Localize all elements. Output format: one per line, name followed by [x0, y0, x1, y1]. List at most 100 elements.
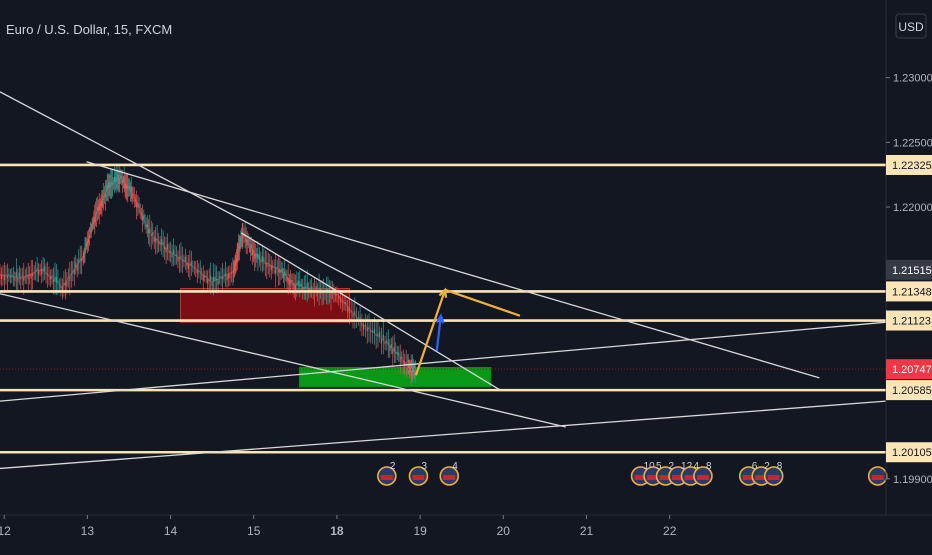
candle-body: [100, 202, 102, 207]
candle-body: [224, 273, 227, 276]
candle-body: [341, 300, 343, 303]
candle-body: [95, 213, 97, 215]
candle-body: [339, 297, 342, 303]
candle-body: [269, 264, 271, 267]
y-tick-label: 1.22500: [893, 137, 932, 149]
candle-body: [0, 274, 1, 276]
candle-body: [215, 279, 218, 281]
price-tag-bg: [886, 154, 932, 175]
projection-arrow[interactable]: [414, 289, 447, 376]
currency-button-frame[interactable]: [895, 13, 927, 39]
candle-body: [285, 274, 287, 276]
event-flag-stripe: [443, 475, 456, 480]
candle-body: [273, 266, 275, 268]
candle-body: [187, 263, 189, 269]
candle-body: [380, 338, 383, 344]
candle-body: [109, 186, 111, 188]
candle-body: [14, 277, 16, 281]
candle-body: [190, 261, 192, 266]
projection-arrow[interactable]: [435, 315, 443, 351]
candle-body: [221, 276, 224, 280]
trend-line[interactable]: [0, 321, 887, 402]
candle-body: [309, 287, 311, 290]
candle-body: [91, 224, 93, 226]
candle-body: [257, 253, 259, 259]
candle-body: [162, 242, 164, 246]
event-count-label: 4: [452, 461, 458, 472]
candle-body: [370, 330, 372, 333]
candle-body: [237, 252, 239, 254]
candle-body: [27, 274, 29, 280]
candle-body: [21, 275, 23, 278]
candle-body: [178, 257, 181, 260]
trend-line[interactable]: [0, 91, 373, 290]
trend-line[interactable]: [0, 293, 566, 428]
candle-body: [396, 351, 398, 354]
candle-body: [89, 228, 91, 232]
candle-body: [235, 257, 238, 263]
candle-body: [49, 276, 52, 280]
candle-body: [382, 334, 384, 341]
candle-body: [220, 276, 222, 278]
candle-body: [120, 175, 122, 178]
candle-body: [184, 257, 187, 262]
candle-body: [338, 295, 340, 299]
candle-body: [387, 342, 389, 345]
candle-body: [207, 278, 209, 284]
candle-body: [241, 235, 243, 237]
candle-body: [125, 184, 127, 189]
candle-body: [210, 275, 212, 281]
candle-body: [345, 302, 347, 305]
candle-body: [76, 265, 78, 271]
candle-body: [128, 185, 131, 190]
event-flag-stripe: [380, 475, 393, 480]
candle-body: [54, 276, 56, 281]
event-flag-stripe: [871, 475, 884, 480]
candle-body: [258, 254, 260, 260]
projection-arrow[interactable]: [444, 288, 521, 317]
candle-body: [192, 265, 194, 267]
candle-body: [254, 253, 256, 259]
candle-body: [410, 366, 412, 368]
candle-body: [108, 182, 110, 187]
candle-body: [110, 182, 112, 186]
x-tick-label: 19: [413, 524, 427, 538]
candle-body: [93, 219, 95, 221]
event-count-label: 8: [706, 461, 712, 472]
candle-body: [302, 286, 304, 292]
candle-body: [355, 317, 358, 319]
y-tick-label: 1.23000: [893, 73, 932, 85]
candle-body: [88, 234, 91, 238]
candle-body: [156, 238, 158, 240]
candle-body: [36, 268, 38, 272]
candle-body: [139, 210, 141, 212]
candle-body: [12, 276, 14, 278]
candle-body: [123, 176, 125, 183]
candle-body: [288, 279, 290, 285]
trend-line[interactable]: [0, 400, 887, 470]
event-flag-stripe: [412, 475, 425, 480]
currency-button[interactable]: USD: [898, 20, 924, 34]
trend-line[interactable]: [240, 232, 500, 391]
candle-body: [17, 277, 19, 283]
candle-body: [208, 279, 210, 281]
candle-body: [393, 347, 395, 351]
candle-body: [165, 248, 167, 253]
trend-line[interactable]: [86, 161, 820, 379]
resistance-zone[interactable]: [180, 288, 350, 323]
candle-body: [386, 339, 388, 343]
candle-body: [51, 275, 53, 279]
candle-body: [26, 275, 28, 277]
candle-body: [97, 207, 99, 211]
x-tick-label: 20: [497, 524, 511, 538]
candle-body: [131, 192, 133, 198]
event-count-label: 4: [693, 461, 699, 472]
candle-body: [253, 251, 255, 253]
candle-body: [171, 253, 173, 258]
candle-body: [126, 185, 128, 189]
candle-body: [103, 194, 106, 196]
price-tag-label: 1.21515: [892, 265, 932, 277]
